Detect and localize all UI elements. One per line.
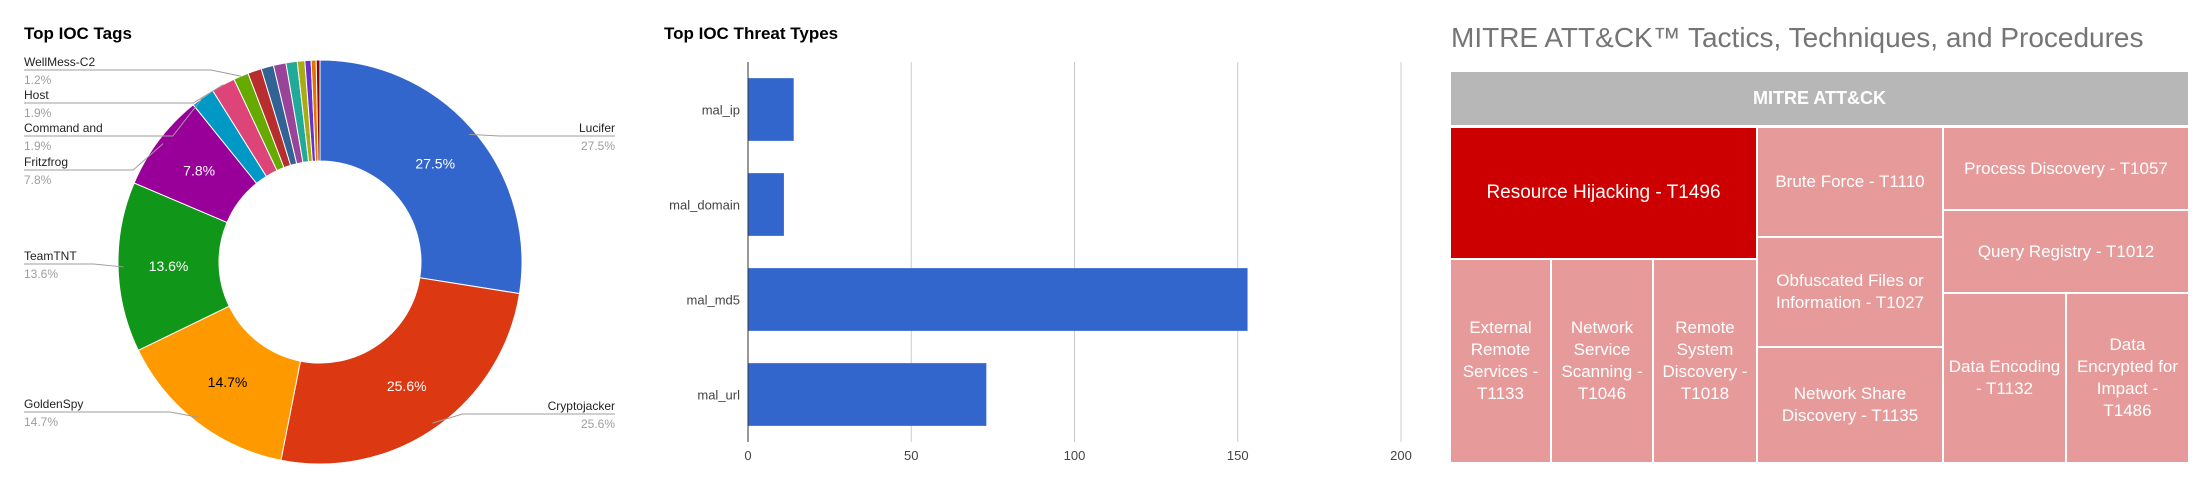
bar-chart-x-tick-label: 50 xyxy=(904,448,918,463)
treemap-cell-obfuscated-files[interactable]: Obfuscated Files or Information - T1027 xyxy=(1758,238,1942,346)
donut-callout-label: Host xyxy=(24,88,49,102)
donut-callout-percent: 7.8% xyxy=(24,173,52,187)
bar-chart-x-tick-label: 100 xyxy=(1064,448,1086,463)
donut-callout-percent: 1.9% xyxy=(24,139,52,153)
donut-callout-label: Cryptojacker xyxy=(548,399,615,413)
donut-callout-leader-line xyxy=(24,84,224,104)
treemap-cell-brute-force[interactable]: Brute Force - T1110 xyxy=(1758,128,1942,236)
donut-callout-label: TeamTNT xyxy=(24,249,77,263)
ioc-threat-types-bar-chart: 0 50 100 150 200 mal_ip mal_domain mal_md5 mal_u… xyxy=(669,62,1412,463)
treemap-cell-data-encoding[interactable]: Data Encoding - T1132 xyxy=(1944,294,2065,462)
donut-callout-label: Fritzfrog xyxy=(24,155,68,169)
treemap-cell-data-encrypted-for-impact[interactable]: Data Encrypted for Impact - T1486 xyxy=(2067,294,2188,462)
treemap-cell-external-remote-services[interactable]: External Remote Services - T1133 xyxy=(1451,260,1550,462)
bar-mal-ip[interactable] xyxy=(748,78,794,141)
treemap-cell-query-registry[interactable]: Query Registry - T1012 xyxy=(1944,211,2188,292)
treemap-cell-network-service-scanning[interactable]: Network Service Scanning - T1046 xyxy=(1552,260,1652,462)
donut-slice-cryptojacker[interactable] xyxy=(280,277,521,465)
bar-chart-category-label: mal_md5 xyxy=(687,293,740,308)
treemap-cell-resource-hijacking[interactable]: Resource Hijacking - T1496 xyxy=(1451,128,1756,258)
donut-callout-percent: 14.7% xyxy=(24,415,58,429)
ioc-threat-types-chart-title: Top IOC Threat Types xyxy=(664,24,839,43)
donut-slice-percent-label: 27.5% xyxy=(415,156,455,172)
bar-mal-domain[interactable] xyxy=(748,173,784,236)
bar-chart-x-tick-label: 0 xyxy=(744,448,751,463)
donut-callout-leader-line xyxy=(24,411,201,419)
donut-callout-percent: 1.2% xyxy=(24,73,52,87)
bar-chart-category-label: mal_url xyxy=(697,388,740,403)
donut-slice-lucifer[interactable] xyxy=(319,59,523,295)
mitre-treemap-panel: MITRE ATT&CK™ Tactics, Techniques, and P… xyxy=(1440,0,2211,486)
donut-callout-percent: 27.5% xyxy=(581,139,615,153)
donut-slice-percent-label: 14.7% xyxy=(208,374,248,390)
donut-callout-leader-line xyxy=(24,69,242,77)
ioc-tags-chart-panel: Top IOC Tags 27.5% 25.6% 14.7% 13.6% 7.8% Luc… xyxy=(0,0,640,486)
donut-callout-label: Lucifer xyxy=(579,121,615,135)
mitre-treemap-header[interactable]: MITRE ATT&CK xyxy=(1451,72,2188,125)
donut-callout-label: Command and xyxy=(24,121,103,135)
bar-mal-md5[interactable] xyxy=(748,268,1248,331)
bar-mal-url[interactable] xyxy=(748,363,987,426)
bar-chart-category-label: mal_ip xyxy=(702,103,740,118)
donut-callout-label: WellMess-C2 xyxy=(24,55,95,69)
donut-callout-percent: 1.9% xyxy=(24,106,52,120)
donut-callout-leader-line xyxy=(24,97,204,137)
donut-slice-percent-label: 25.6% xyxy=(387,378,427,394)
donut-slice-percent-label: 13.6% xyxy=(149,258,189,274)
donut-slice[interactable] xyxy=(315,59,321,162)
treemap-cell-process-discovery[interactable]: Process Discovery - T1057 xyxy=(1944,128,2188,209)
donut-callout-percent: 25.6% xyxy=(581,417,615,431)
treemap-cell-remote-system-discovery[interactable]: Remote System Discovery - T1018 xyxy=(1654,260,1756,462)
bar-chart-category-label: mal_domain xyxy=(669,198,740,213)
donut-callout-leader-line xyxy=(432,413,615,424)
treemap-cell-network-share-discovery[interactable]: Network Share Discovery - T1135 xyxy=(1758,348,1942,462)
bar-chart-x-tick-label: 150 xyxy=(1227,448,1249,463)
donut-callout-percent: 13.6% xyxy=(24,267,58,281)
bar-chart-x-tick-label: 200 xyxy=(1390,448,1412,463)
donut-callout-leader-line xyxy=(469,133,615,137)
mitre-treemap-title: MITRE ATT&CK™ Tactics, Techniques, and P… xyxy=(1451,22,2144,53)
mitre-treemap-area: Resource Hijacking - T1496 Brute Force -… xyxy=(1451,128,2188,462)
ioc-tags-chart-title: Top IOC Tags xyxy=(24,24,132,43)
donut-callout-leader-line xyxy=(24,263,124,268)
donut-callout-label: GoldenSpy xyxy=(24,397,83,411)
ioc-tags-donut-chart: 27.5% 25.6% 14.7% 13.6% 7.8% Lucifer 27.5% Cryp… xyxy=(24,55,615,465)
donut-slice-percent-label: 7.8% xyxy=(183,163,215,179)
donut-callout-leader-line xyxy=(24,143,164,171)
